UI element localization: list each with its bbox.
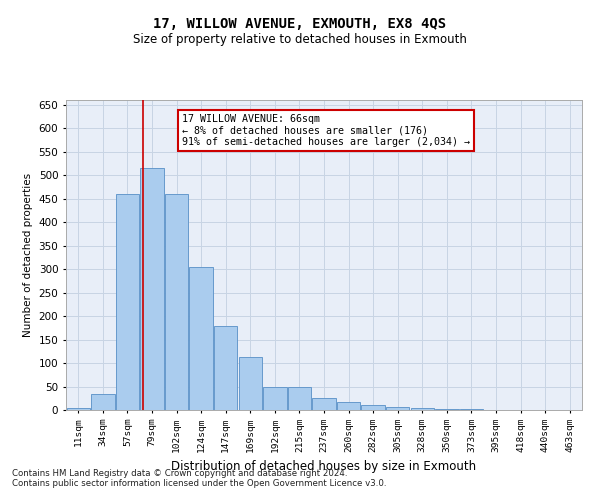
Bar	[263, 388, 287, 410]
Bar	[190, 266, 213, 410]
Text: 17, WILLOW AVENUE, EXMOUTH, EX8 4QS: 17, WILLOW AVENUE, EXMOUTH, EX8 4QS	[154, 18, 446, 32]
Bar	[460, 409, 483, 410]
Bar	[239, 357, 262, 410]
Bar	[67, 408, 90, 410]
Bar	[116, 194, 139, 410]
Bar	[361, 406, 385, 410]
Text: 17 WILLOW AVENUE: 66sqm
← 8% of detached houses are smaller (176)
91% of semi-de: 17 WILLOW AVENUE: 66sqm ← 8% of detached…	[182, 114, 470, 147]
Bar	[165, 194, 188, 410]
Text: Contains HM Land Registry data © Crown copyright and database right 2024.: Contains HM Land Registry data © Crown c…	[12, 469, 347, 478]
Text: Contains public sector information licensed under the Open Government Licence v3: Contains public sector information licen…	[12, 479, 386, 488]
Bar	[410, 408, 434, 410]
Bar	[288, 388, 311, 410]
Bar	[91, 394, 115, 410]
Bar	[435, 408, 458, 410]
Bar	[386, 406, 409, 410]
Bar	[214, 326, 238, 410]
Bar	[140, 168, 164, 410]
Y-axis label: Number of detached properties: Number of detached properties	[23, 173, 33, 337]
Bar	[313, 398, 335, 410]
X-axis label: Distribution of detached houses by size in Exmouth: Distribution of detached houses by size …	[172, 460, 476, 473]
Bar	[337, 402, 360, 410]
Text: Size of property relative to detached houses in Exmouth: Size of property relative to detached ho…	[133, 32, 467, 46]
